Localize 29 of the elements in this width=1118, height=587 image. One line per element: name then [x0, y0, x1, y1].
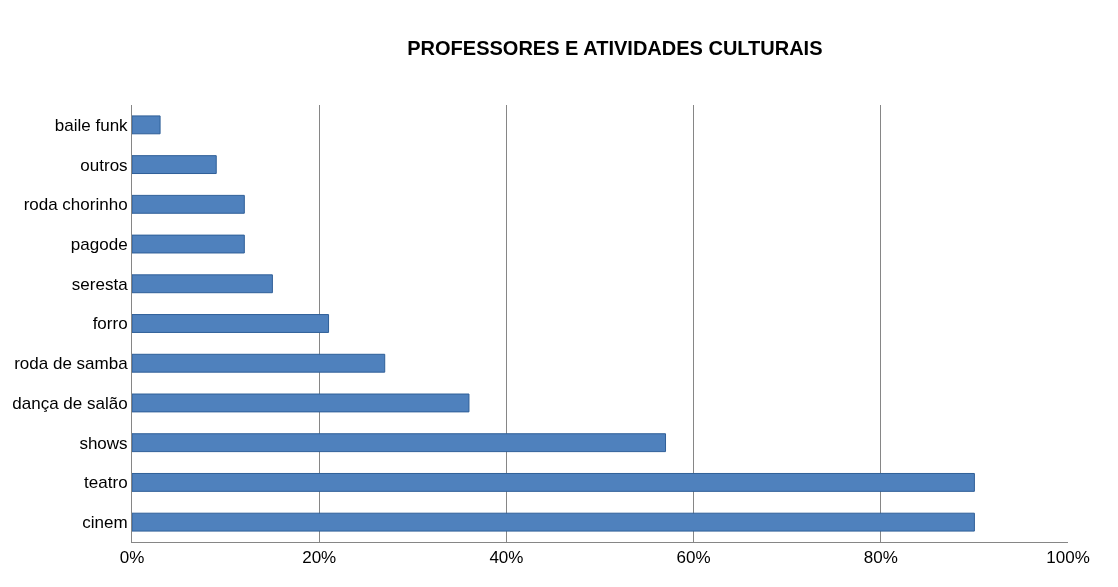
bar [132, 274, 273, 294]
y-tick-label: roda de samba [14, 354, 129, 374]
bar [132, 353, 386, 373]
x-tick-label: 80% [863, 548, 898, 568]
y-tick-label: dança de salão [12, 393, 128, 413]
y-tick-label: pagode [70, 235, 128, 254]
y-tick-label: seresta [71, 274, 129, 294]
bar [132, 115, 161, 135]
bar [132, 314, 330, 333]
y-tick-label: teatro [84, 473, 128, 493]
y-tick-label: roda chorinho [23, 195, 128, 215]
bar [132, 433, 667, 453]
x-tick-label: 60% [676, 548, 711, 568]
x-tick-label: 40% [489, 548, 524, 568]
x-tick-label: 0% [119, 548, 145, 568]
bar [132, 512, 975, 532]
y-tick-label: forro [92, 314, 128, 334]
y-tick-label: baile funk [54, 115, 129, 135]
bar [132, 194, 245, 214]
x-tick-label: 100% [1046, 548, 1090, 568]
y-tick-label: outros [80, 155, 128, 175]
y-tick-label: cinem [82, 513, 128, 533]
bar [132, 472, 975, 492]
bar [132, 234, 245, 254]
y-tick-label: shows [79, 433, 128, 453]
bar [132, 155, 217, 175]
x-tick-label: 20% [302, 548, 337, 568]
bar [132, 393, 470, 413]
chart-title: PROFESSORES E ATIVIDADES CULTURAIS [407, 37, 823, 60]
